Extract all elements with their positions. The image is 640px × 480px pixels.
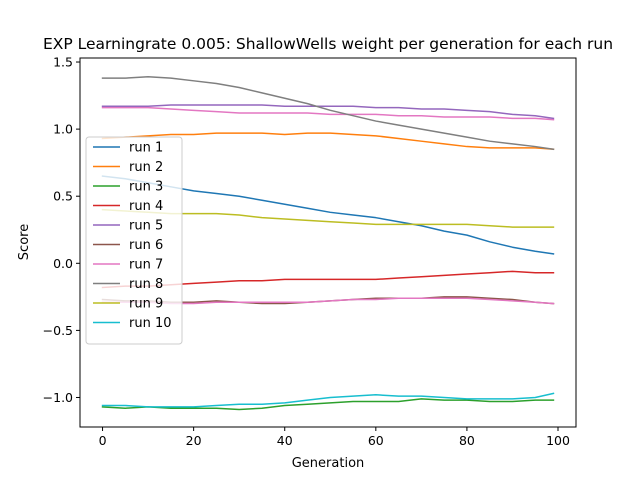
y-axis-title: Score xyxy=(17,224,32,260)
y-tick-label: −1.0 xyxy=(43,390,73,405)
x-tick-label: 100 xyxy=(546,433,570,448)
legend-label: run 9 xyxy=(129,297,163,312)
y-tick-label: 1.5 xyxy=(53,55,73,70)
legend-label: run 6 xyxy=(129,238,163,253)
legend-label: run 4 xyxy=(129,199,163,214)
legend-box xyxy=(85,136,183,345)
x-axis: 0 20 40 60 80 100 xyxy=(99,427,570,448)
x-tick-label: 60 xyxy=(368,433,384,448)
legend-label: run 3 xyxy=(129,180,163,195)
y-tick-label: 1.0 xyxy=(53,122,73,137)
unlabeled-series-1-line xyxy=(101,106,555,121)
legend-label: run 5 xyxy=(129,219,163,234)
legend: run 1 run 2 run 3 run 4 run 5 run 6 run 7 run 8… xyxy=(85,136,183,345)
y-tick-label: −0.5 xyxy=(43,323,73,338)
x-tick-label: 0 xyxy=(99,433,107,448)
series-run-2-line xyxy=(101,132,555,151)
series-run-5-line xyxy=(101,104,555,120)
x-axis-title: Generation xyxy=(292,456,365,471)
legend-label: run 8 xyxy=(129,277,163,292)
legend-label: run 10 xyxy=(129,316,172,331)
series-run-8-line xyxy=(101,76,555,151)
legend-label: run 7 xyxy=(129,258,163,273)
series-run-3-line xyxy=(101,398,555,411)
legend-label: run 1 xyxy=(129,141,163,156)
x-tick-label: 80 xyxy=(459,433,475,448)
chart-title: EXP Learningrate 0.005: ShallowWells wei… xyxy=(43,35,613,53)
plot-frame xyxy=(79,57,577,428)
x-tick-label: 40 xyxy=(277,433,293,448)
x-tick-label: 20 xyxy=(186,433,202,448)
series-run-10-line xyxy=(101,392,555,408)
y-axis: −1.0 −0.5 0.0 0.5 1.0 1.5 xyxy=(43,55,80,405)
legend-label: run 2 xyxy=(129,160,163,175)
y-tick-label: 0.0 xyxy=(53,256,73,271)
y-tick-label: 0.5 xyxy=(53,189,73,204)
